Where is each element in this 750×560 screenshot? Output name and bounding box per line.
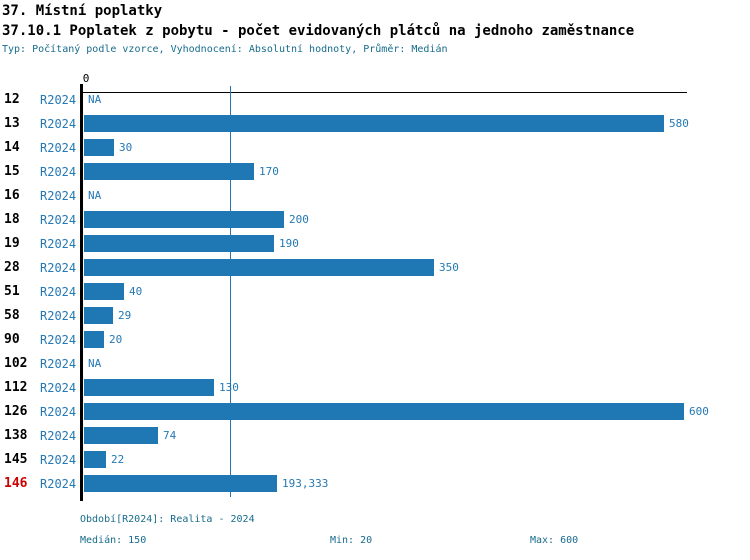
page-title: 37. Místní poplatky	[2, 3, 163, 19]
bar-value-label: 22	[111, 453, 125, 466]
median-line	[230, 86, 231, 497]
row-id-label: 102	[4, 356, 28, 371]
bar-value-label: 30	[119, 141, 133, 154]
row-period-label: R2024	[40, 405, 77, 419]
bar	[84, 475, 277, 492]
row-period-label: R2024	[40, 429, 77, 443]
row-id-label: 16	[4, 188, 20, 203]
row-period-label: R2024	[40, 165, 77, 179]
row-id-label: 126	[4, 404, 28, 419]
bar-value-label: 350	[439, 261, 459, 274]
bar-value-label: 29	[118, 309, 132, 322]
bar	[84, 139, 114, 156]
bar-value-label: 200	[289, 213, 309, 226]
bar	[84, 115, 664, 132]
row-period-label: R2024	[40, 381, 77, 395]
bar-value-label: 600	[689, 405, 709, 418]
row-id-label: 19	[4, 236, 20, 251]
bar-na-label: NA	[88, 93, 102, 106]
bar-value-label: 130	[219, 381, 239, 394]
row-id-label: 12	[4, 92, 20, 107]
row-period-label: R2024	[40, 141, 77, 155]
bar-value-label: 193,333	[282, 477, 329, 490]
row-period-label: R2024	[40, 477, 77, 491]
bar	[84, 379, 214, 396]
axis-top-line	[81, 92, 687, 93]
row-period-label: R2024	[40, 237, 77, 251]
row-period-label: R2024	[40, 261, 77, 275]
row-period-label: R2024	[40, 309, 77, 323]
bar	[84, 427, 158, 444]
axis-zero-label: 0	[82, 72, 90, 85]
row-period-label: R2024	[40, 285, 77, 299]
row-period-label: R2024	[40, 93, 77, 107]
axis-baseline	[80, 84, 83, 501]
bar	[84, 211, 284, 228]
row-id-label: 13	[4, 116, 20, 131]
row-period-label: R2024	[40, 189, 77, 203]
bar-value-label: 40	[129, 285, 143, 298]
row-period-label: R2024	[40, 213, 77, 227]
row-period-label: R2024	[40, 453, 77, 467]
bar-na-label: NA	[88, 357, 102, 370]
row-id-label: 145	[4, 452, 28, 467]
bar	[84, 163, 254, 180]
max-stat: Max: 600	[530, 535, 579, 546]
row-id-label: 90	[4, 332, 20, 347]
bar	[84, 403, 684, 420]
bar-na-label: NA	[88, 189, 102, 202]
period-info: Období[R2024]: Realita - 2024	[80, 514, 255, 525]
row-period-label: R2024	[40, 333, 77, 347]
bar-value-label: 170	[259, 165, 279, 178]
bar	[84, 235, 274, 252]
chart-title: 37.10.1 Poplatek z pobytu - počet evidov…	[2, 23, 635, 39]
row-id-label: 112	[4, 380, 28, 395]
bar	[84, 307, 113, 324]
row-id-label: 138	[4, 428, 28, 443]
row-id-label: 58	[4, 308, 20, 323]
bar	[84, 331, 104, 348]
row-id-label: 51	[4, 284, 20, 299]
row-id-label: 28	[4, 260, 20, 275]
row-id-label: 18	[4, 212, 20, 227]
bar-value-label: 580	[669, 117, 689, 130]
bar	[84, 451, 106, 468]
median-stat: Medián: 150	[80, 535, 147, 546]
chart-meta: Typ: Počítaný podle vzorce, Vyhodnocení:…	[2, 44, 448, 55]
row-period-label: R2024	[40, 117, 77, 131]
row-id-label: 15	[4, 164, 20, 179]
row-period-label: R2024	[40, 357, 77, 371]
bar	[84, 259, 434, 276]
bar-value-label: 20	[109, 333, 123, 346]
bar-value-label: 190	[279, 237, 299, 250]
bar-value-label: 74	[163, 429, 177, 442]
row-id-label: 14	[4, 140, 20, 155]
min-stat: Min: 20	[330, 535, 373, 546]
row-id-label: 146	[4, 476, 28, 491]
bar	[84, 283, 124, 300]
